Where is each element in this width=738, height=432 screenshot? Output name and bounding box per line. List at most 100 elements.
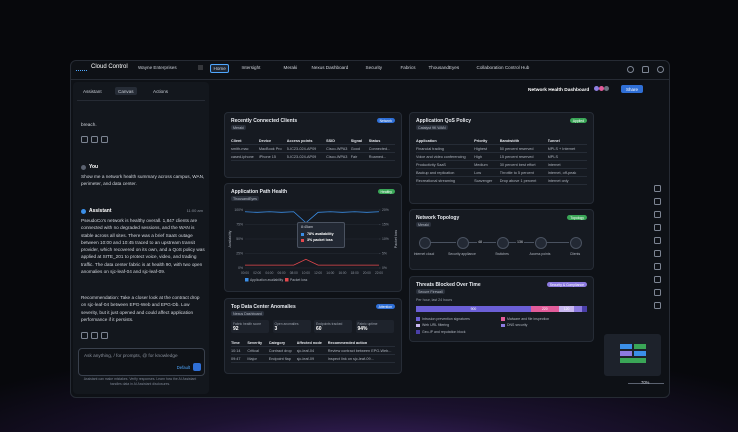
card-tag: ThousandEyes: [231, 196, 259, 201]
mode-selector[interactable]: Default: [176, 365, 190, 370]
dislike-icon[interactable]: [101, 136, 108, 143]
y2-tick-label: 5%: [382, 251, 387, 255]
stat-box: Open anomalies 3: [272, 320, 311, 333]
minimap[interactable]: [604, 334, 661, 376]
tool-icon[interactable]: [654, 276, 661, 283]
tool-icon[interactable]: [654, 263, 661, 270]
x-tick-label: 00:00: [241, 271, 249, 275]
x-tick-label: 16:00: [338, 271, 346, 275]
message-author: You: [89, 164, 99, 170]
canvas-title: Network Health Dashboard: [528, 88, 590, 93]
legend-swatch: [285, 278, 289, 282]
tool-icon[interactable]: [654, 211, 661, 218]
nav-tab[interactable]: Fabrics: [400, 65, 416, 70]
card-tag: Catalyst 9K WAN: [416, 125, 448, 130]
tool-icon[interactable]: [654, 250, 661, 257]
table-cell: Cisco-WPA3: [326, 154, 348, 159]
org-selector[interactable]: Wayne Enterprises: [138, 65, 177, 70]
tool-icon[interactable]: [654, 237, 661, 244]
legend-label: Intrusion prevention signatures: [422, 316, 470, 321]
topology-node[interactable]: [570, 237, 582, 249]
bar-segment: 220: [530, 306, 559, 312]
brand: Cloud Control: [91, 64, 128, 70]
clients-card: Recently Connected Clients Meraki Network C…: [224, 112, 402, 178]
send-button[interactable]: [193, 363, 201, 371]
nav-tab[interactable]: ThousandEyes: [428, 65, 460, 70]
y-tick-label: 75%: [236, 222, 243, 226]
nav-tab[interactable]: Home: [210, 64, 230, 73]
table-row: 09:47 Major Endpoint flap sjc-leaf-09 Inspec…: [231, 355, 395, 363]
legend-label: Packet loss: [290, 278, 308, 282]
table-row: Voice and video conferencing High 15 perce…: [416, 153, 587, 161]
node-label: Internet cloud: [413, 252, 435, 256]
legend-swatch: [416, 317, 420, 321]
panel-tab[interactable]: Canvas: [115, 87, 137, 95]
table-cell: Review contract between EPG-Web...: [327, 348, 392, 353]
node-label: Access points: [529, 252, 551, 256]
tool-icon[interactable]: [654, 302, 661, 309]
stat-label: Fabric health score: [233, 321, 262, 326]
stat-value: 92: [233, 326, 239, 332]
card-title: Top Data Center Anomalies: [231, 304, 296, 310]
nav-tab[interactable]: Security: [365, 65, 383, 70]
minimap-block: [620, 344, 632, 349]
tooltip-swatch: [301, 233, 304, 236]
notifications-icon[interactable]: [642, 66, 649, 73]
tool-icon[interactable]: [654, 185, 661, 192]
card-title: Threats Blocked Over Time: [416, 282, 481, 288]
profile-icon[interactable]: [657, 66, 664, 73]
dislike-icon[interactable]: [101, 332, 108, 339]
copy-icon[interactable]: [81, 332, 88, 339]
column-header: Tunnel: [547, 138, 560, 143]
table-cell: Cisco-WPA3: [326, 146, 348, 151]
prompt-input[interactable]: Ask anything, / for prompts, @ for knowl…: [78, 348, 205, 376]
tooltip-line: 3% packet loss: [307, 238, 333, 242]
copy-icon[interactable]: [81, 136, 88, 143]
like-icon[interactable]: [91, 332, 98, 339]
nav-tab[interactable]: Nexus Dashboard: [311, 65, 349, 70]
panel-tab[interactable]: Actions: [153, 88, 169, 94]
column-header: Affected node: [296, 340, 322, 345]
message-text: Show me a network health summary across …: [81, 174, 205, 187]
table-row: Financial trading Highest 50 percent reser…: [416, 145, 587, 153]
column-header: Category: [268, 340, 286, 345]
table-cell: 30 percent best effort: [499, 162, 536, 167]
like-icon[interactable]: [91, 136, 98, 143]
table-header: Time Severity Category Affected node Recomme…: [231, 339, 395, 347]
column-header: Severity: [247, 340, 263, 345]
tool-icon[interactable]: [654, 198, 661, 205]
x-tick-label: 06:00: [278, 271, 286, 275]
tooltip-time: 8:45am: [301, 225, 313, 229]
anomalies-card: Top Data Center Anomalies Nexus Dashboard…: [224, 298, 402, 374]
column-header: Device: [258, 138, 272, 143]
nav-tab[interactable]: Meraki: [283, 65, 298, 70]
zoom-level: 70%: [641, 380, 650, 385]
zoom-out[interactable]: [628, 383, 664, 384]
x-tick-label: 08:00: [290, 271, 298, 275]
table-cell: Critical: [247, 348, 259, 353]
table-cell: 09:47: [231, 356, 241, 361]
tool-icon[interactable]: [654, 224, 661, 231]
nav-tab[interactable]: Intersight: [241, 65, 261, 70]
x-tick-label: 12:00: [314, 271, 322, 275]
share-button[interactable]: Share: [621, 85, 644, 93]
topology-node[interactable]: [419, 237, 431, 249]
x-tick-label: 22:00: [375, 271, 383, 275]
nav-tab[interactable]: Collaboration Control Hub: [476, 65, 530, 70]
x-tick-label: 10:00: [302, 271, 310, 275]
topology-node[interactable]: [535, 237, 547, 249]
tool-icon[interactable]: [654, 289, 661, 296]
topology-node[interactable]: [497, 237, 509, 249]
legend-label: Malware and file inspection: [507, 316, 550, 321]
table: Time Severity Category Affected node Recomme…: [231, 339, 395, 363]
panel-tab[interactable]: Assistant: [83, 88, 102, 94]
help-icon[interactable]: [627, 66, 634, 73]
table-cell: MacBook Pro: [258, 146, 282, 151]
x-tick-label: 14:00: [326, 271, 334, 275]
table-cell: Connected...: [368, 146, 391, 151]
apps-grid[interactable]: [198, 65, 203, 70]
topology-node[interactable]: [457, 237, 469, 249]
collaborator-avatar: [604, 86, 609, 91]
table-cell: Medium: [474, 162, 488, 167]
table-cell: Voice and video conferencing: [416, 154, 466, 159]
